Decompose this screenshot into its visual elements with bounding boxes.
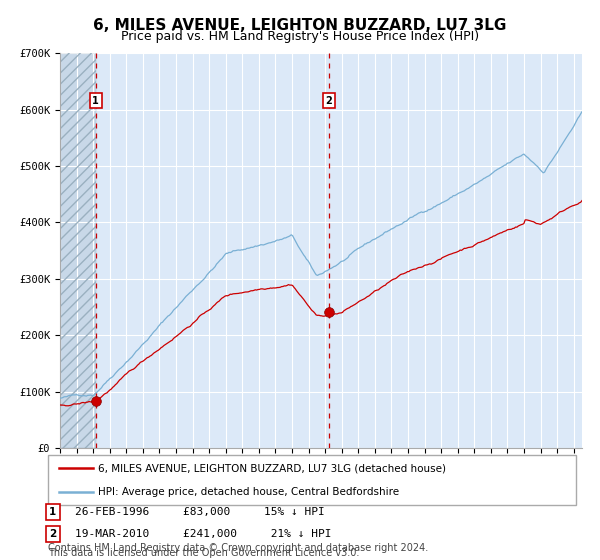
FancyBboxPatch shape: [48, 455, 576, 505]
Text: 6, MILES AVENUE, LEIGHTON BUZZARD, LU7 3LG (detached house): 6, MILES AVENUE, LEIGHTON BUZZARD, LU7 3…: [98, 463, 446, 473]
Text: 19-MAR-2010     £241,000     21% ↓ HPI: 19-MAR-2010 £241,000 21% ↓ HPI: [75, 529, 331, 539]
Bar: [60, 53, 95, 448]
Text: 1: 1: [92, 96, 99, 106]
Text: 26-FEB-1996     £83,000     15% ↓ HPI: 26-FEB-1996 £83,000 15% ↓ HPI: [75, 507, 325, 517]
Text: 2: 2: [325, 96, 332, 106]
Text: HPI: Average price, detached house, Central Bedfordshire: HPI: Average price, detached house, Cent…: [98, 487, 399, 497]
Text: 2: 2: [49, 529, 56, 539]
Text: Price paid vs. HM Land Registry's House Price Index (HPI): Price paid vs. HM Land Registry's House …: [121, 30, 479, 43]
Text: This data is licensed under the Open Government Licence v3.0.: This data is licensed under the Open Gov…: [48, 548, 359, 558]
Text: 1: 1: [49, 507, 56, 517]
Text: Contains HM Land Registry data © Crown copyright and database right 2024.: Contains HM Land Registry data © Crown c…: [48, 543, 428, 553]
Text: 6, MILES AVENUE, LEIGHTON BUZZARD, LU7 3LG: 6, MILES AVENUE, LEIGHTON BUZZARD, LU7 3…: [94, 18, 506, 33]
Bar: [60, 53, 95, 448]
